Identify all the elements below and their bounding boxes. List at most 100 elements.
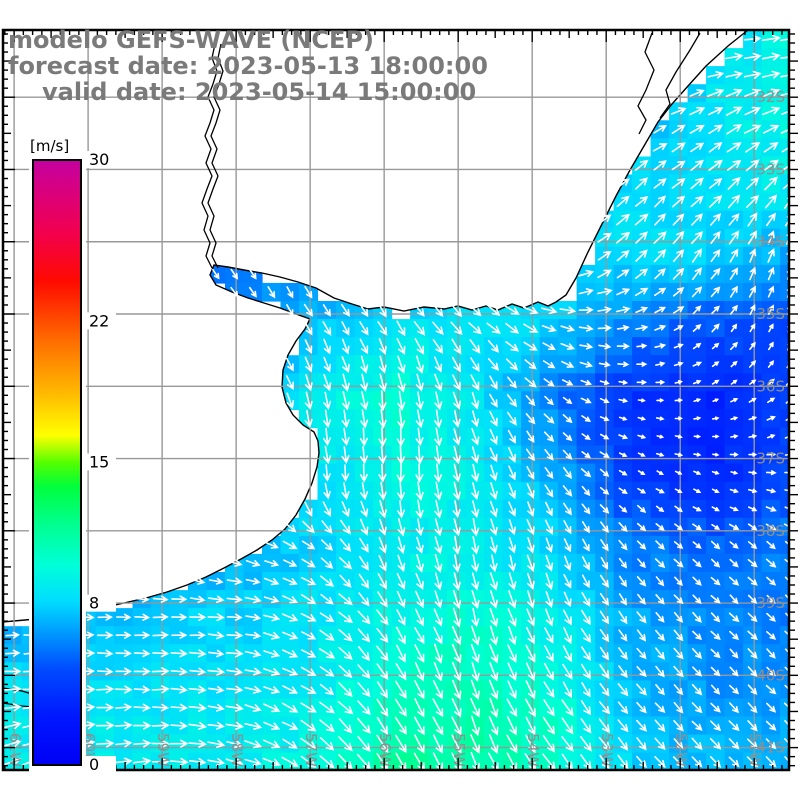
wind-arrow — [744, 124, 762, 134]
colorbar-tick-chip — [86, 594, 116, 612]
wind-arrow — [636, 737, 647, 751]
wave-cell — [780, 120, 789, 139]
colorbar-tick-label: 22 — [89, 311, 109, 330]
wind-arrow — [784, 558, 789, 567]
wind-arrow — [413, 716, 425, 736]
wind-arrow — [654, 268, 666, 280]
wind-arrow — [433, 643, 443, 664]
wave-cell — [780, 499, 789, 519]
wind-arrow — [505, 358, 519, 371]
wind-arrow — [636, 683, 647, 696]
wind-arrow — [711, 416, 720, 421]
wave-cell — [780, 102, 789, 121]
wind-arrow — [415, 499, 424, 519]
wind-arrow — [432, 734, 443, 754]
wind-arrow — [656, 398, 665, 403]
wind-arrow — [780, 56, 789, 59]
wind-arrow — [432, 698, 444, 718]
wind-arrow — [768, 323, 774, 333]
wind-arrow — [634, 159, 649, 171]
wind-arrow — [729, 630, 740, 641]
wind-arrow — [544, 645, 554, 663]
wind-arrow — [226, 559, 243, 567]
wind-arrow — [378, 426, 387, 447]
wind-arrow — [302, 520, 315, 534]
wind-arrow — [434, 463, 443, 483]
wind-arrow — [746, 738, 759, 750]
wind-arrow — [618, 610, 628, 625]
wind-arrow — [225, 758, 244, 767]
wind-arrow — [674, 576, 683, 587]
wind-arrow — [415, 463, 424, 483]
wind-arrow — [562, 466, 573, 479]
wind-arrow — [763, 159, 779, 172]
wind-arrow — [207, 667, 226, 676]
wind-arrow — [693, 488, 702, 493]
wind-arrow — [616, 178, 630, 189]
wind-arrow — [784, 756, 789, 766]
wind-arrow — [618, 487, 628, 495]
wind-arrow — [764, 176, 778, 191]
wind-arrow — [319, 736, 335, 751]
wind-arrow — [523, 323, 539, 333]
wind-arrow — [564, 555, 572, 572]
wind-arrow — [692, 379, 702, 385]
wind-arrow — [670, 107, 687, 115]
wind-arrow — [599, 397, 610, 404]
wind-arrow — [151, 739, 171, 748]
wind-arrow — [396, 462, 405, 484]
wind-arrow — [376, 628, 389, 644]
wind-arrow — [248, 286, 257, 298]
wind-arrow — [691, 756, 703, 768]
wind-arrow — [358, 573, 370, 589]
wind-arrow — [433, 608, 443, 627]
wind-arrow — [376, 716, 389, 735]
wind-arrow — [785, 397, 789, 404]
wind-arrow — [433, 661, 443, 682]
wind-arrow — [728, 213, 740, 226]
wind-arrow — [581, 415, 592, 422]
wind-arrow — [360, 409, 369, 429]
wind-arrow — [283, 559, 298, 567]
wind-arrow — [580, 718, 592, 734]
wind-arrow — [188, 703, 207, 712]
wind-arrow — [710, 576, 721, 586]
wind-arrow — [597, 232, 613, 243]
wind-arrow — [3, 757, 22, 766]
wind-arrow — [340, 519, 351, 535]
wind-arrow — [674, 523, 684, 531]
wind-arrow — [545, 555, 554, 572]
wind-arrow — [767, 230, 775, 245]
wind-arrow — [507, 376, 517, 389]
wind-arrow — [415, 536, 424, 554]
wind-arrow — [618, 539, 628, 551]
latitude-label: 32S — [756, 88, 785, 106]
wind-arrow — [783, 702, 789, 712]
land-coastline-layer — [2, 29, 750, 623]
wind-arrow — [301, 558, 316, 568]
wind-arrow — [708, 177, 723, 189]
wind-arrow — [579, 361, 594, 368]
wind-arrow — [563, 502, 572, 516]
wind-arrow — [341, 373, 350, 392]
wind-arrow — [263, 703, 281, 713]
wind-arrow — [507, 429, 516, 444]
wind-arrow — [655, 647, 665, 660]
wind-arrow — [450, 321, 463, 336]
rivers-layer — [2, 32, 701, 709]
wind-arrow — [729, 666, 739, 677]
wind-arrow — [286, 304, 294, 317]
wind-arrow — [692, 611, 702, 623]
wind-arrow — [434, 391, 443, 411]
wind-arrow — [784, 684, 789, 693]
wind-arrow — [226, 595, 244, 603]
wind-arrow — [359, 303, 369, 318]
wind-arrow — [597, 214, 612, 225]
wind-arrow — [226, 631, 244, 640]
wind-arrow — [5, 631, 21, 639]
wind-arrow — [580, 397, 592, 404]
wind-arrow — [674, 505, 683, 513]
wind-arrow — [710, 684, 721, 695]
wind-arrow — [3, 739, 22, 748]
wind-arrow — [188, 649, 207, 658]
